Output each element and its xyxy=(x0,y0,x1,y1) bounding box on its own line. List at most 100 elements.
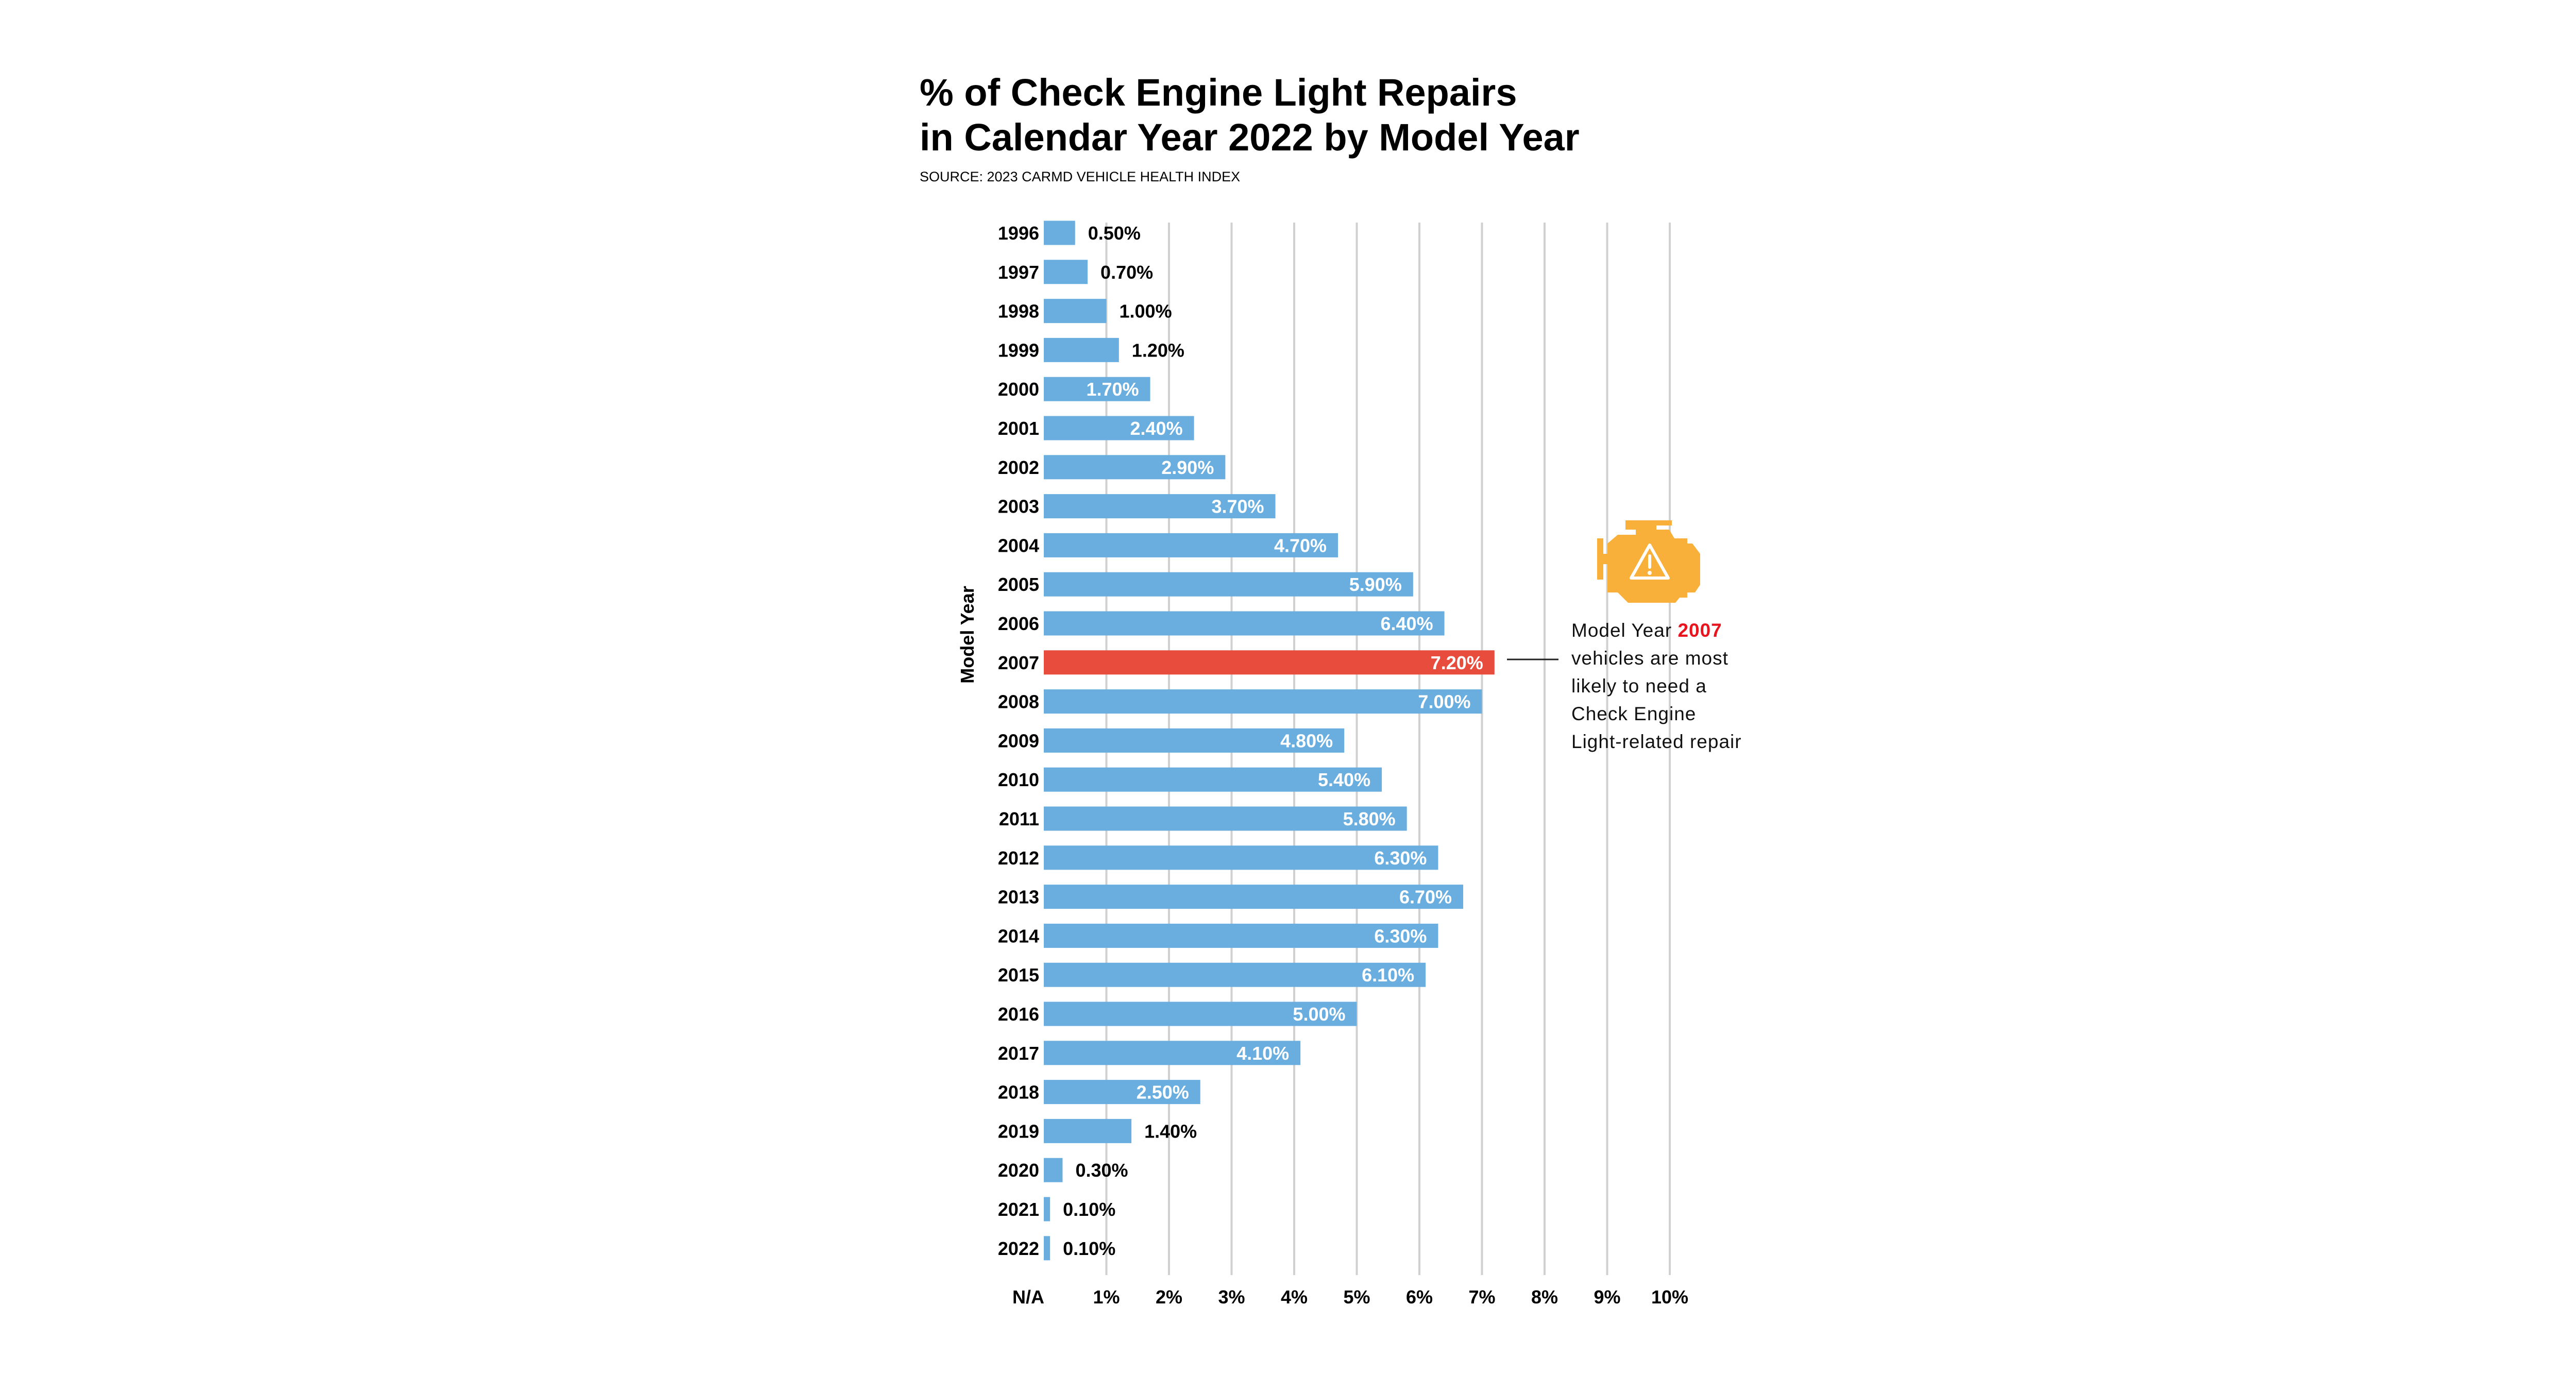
y-tick-label: 2004 xyxy=(998,535,1039,556)
y-tick-label: 1996 xyxy=(998,223,1039,244)
value-label: 1.40% xyxy=(1144,1121,1197,1142)
x-tick-label: 1% xyxy=(1093,1286,1120,1308)
bar-2019 xyxy=(1044,1118,1132,1143)
bar-2003 xyxy=(1044,494,1276,519)
y-tick-label: 1998 xyxy=(998,301,1039,322)
bar-2013 xyxy=(1044,885,1464,909)
bar-2018 xyxy=(1044,1080,1200,1105)
chart-title-line-2: in Calendar Year 2022 by Model Year xyxy=(920,116,1580,159)
x-tick-label: N/A xyxy=(1012,1286,1044,1308)
chart-title-line-1: % of Check Engine Light Repairs xyxy=(920,71,1517,114)
bar-2012 xyxy=(1044,845,1438,870)
chart-source: SOURCE: 2023 CARMD VEHICLE HEALTH INDEX xyxy=(920,169,1240,184)
bar-2005 xyxy=(1044,572,1413,597)
x-tick-label: 3% xyxy=(1218,1286,1245,1308)
y-tick-label: 2013 xyxy=(998,887,1039,908)
y-tick-labels: 1996 1997 1998 1999 2000 2001 2002 2003 2004 2005… xyxy=(998,223,1039,1259)
bar-2016 xyxy=(1044,1002,1357,1026)
y-tick-label: 2020 xyxy=(998,1160,1039,1181)
value-label: 6.40% xyxy=(1381,613,1433,634)
value-label: 5.40% xyxy=(1318,769,1370,790)
y-tick-label: 2005 xyxy=(998,574,1039,595)
y-tick-label: 2010 xyxy=(998,769,1039,790)
y-tick-label: 2003 xyxy=(998,496,1039,517)
bar-2015 xyxy=(1044,962,1426,987)
bars xyxy=(1044,220,1495,1261)
value-label: 2.90% xyxy=(1161,457,1214,478)
check-engine-warning-icon xyxy=(1597,520,1700,603)
bar-1997 xyxy=(1044,260,1088,284)
bar-2007 xyxy=(1044,650,1495,675)
x-tick-label: 4% xyxy=(1281,1286,1308,1308)
value-label: 6.10% xyxy=(1362,964,1414,986)
value-label: 2.40% xyxy=(1130,418,1183,439)
value-label: 0.50% xyxy=(1088,223,1141,244)
x-tick-labels: N/A 1% 2% 3% 4% 5% 6% 7% 8% 9% 10% xyxy=(1012,1286,1688,1308)
value-label: 0.30% xyxy=(1075,1160,1128,1181)
y-tick-label: 2019 xyxy=(998,1121,1039,1142)
y-tick-label: 2012 xyxy=(998,847,1039,869)
annotation-line-4: Check Engine xyxy=(1571,703,1696,724)
x-tick-label: 5% xyxy=(1343,1286,1370,1308)
value-label: 0.10% xyxy=(1063,1199,1115,1220)
bar-2000 xyxy=(1044,377,1150,401)
bar-1998 xyxy=(1044,299,1107,324)
value-label: 5.80% xyxy=(1343,808,1396,829)
value-label: 5.90% xyxy=(1349,574,1402,595)
y-tick-label: 1999 xyxy=(998,340,1039,361)
bar-2020 xyxy=(1044,1158,1063,1182)
value-label: 4.70% xyxy=(1274,535,1327,556)
value-label: 7.00% xyxy=(1418,691,1470,713)
value-label: 0.10% xyxy=(1063,1238,1115,1259)
bar-2001 xyxy=(1044,416,1194,440)
y-tick-label: 2014 xyxy=(998,925,1039,946)
gridlines xyxy=(1105,223,1671,1275)
y-tick-label: 2015 xyxy=(998,964,1039,986)
bar-2011 xyxy=(1044,806,1407,831)
x-tick-label: 10% xyxy=(1651,1286,1688,1308)
y-tick-label: 2006 xyxy=(998,613,1039,634)
value-label: 1.20% xyxy=(1132,340,1184,361)
y-tick-label: 2016 xyxy=(998,1004,1039,1025)
y-tick-label: 2009 xyxy=(998,730,1039,751)
bar-2022 xyxy=(1044,1236,1050,1261)
bar-2021 xyxy=(1044,1197,1050,1222)
value-labels: 0.50% 0.70% 1.00% 1.20% 1.70% 2.40% 2.90% 3.70%… xyxy=(1063,223,1483,1259)
value-label: 3.70% xyxy=(1211,496,1264,517)
y-tick-label: 2018 xyxy=(998,1082,1039,1103)
bar-2009 xyxy=(1044,728,1345,753)
x-tick-label: 6% xyxy=(1406,1286,1433,1308)
annotation-line-3: likely to need a xyxy=(1571,675,1707,697)
y-tick-label: 2002 xyxy=(998,457,1039,478)
x-tick-label: 9% xyxy=(1594,1286,1620,1308)
value-label: 1.70% xyxy=(1086,379,1139,400)
value-label: 6.30% xyxy=(1374,847,1427,869)
value-label: 4.10% xyxy=(1236,1043,1289,1064)
x-tick-label: 7% xyxy=(1468,1286,1495,1308)
y-tick-label: 2000 xyxy=(998,379,1039,400)
value-label: 6.30% xyxy=(1374,925,1427,946)
bar-2006 xyxy=(1044,611,1445,636)
x-tick-label: 8% xyxy=(1531,1286,1558,1308)
value-label: 2.50% xyxy=(1137,1082,1189,1103)
y-axis-title: Model Year xyxy=(957,586,978,683)
annotation-highlight: 2007 xyxy=(1677,620,1722,641)
value-label: 7.20% xyxy=(1431,652,1483,673)
bar-2002 xyxy=(1044,455,1226,480)
bar-1996 xyxy=(1044,220,1075,245)
y-tick-label: 2021 xyxy=(998,1199,1039,1220)
value-label: 4.80% xyxy=(1280,730,1333,751)
bar-2014 xyxy=(1044,923,1438,948)
x-tick-label: 2% xyxy=(1156,1286,1182,1308)
y-tick-label: 2017 xyxy=(998,1043,1039,1064)
bar-2004 xyxy=(1044,533,1338,557)
annotation-line-5: Light-related repair xyxy=(1571,731,1742,752)
annotation-lead: Model Year xyxy=(1571,620,1677,641)
annotation-line-2: vehicles are most xyxy=(1571,648,1728,669)
value-label: 5.00% xyxy=(1293,1004,1345,1025)
y-tick-label: 2001 xyxy=(998,418,1039,439)
value-label: 1.00% xyxy=(1120,301,1172,322)
y-tick-label: 2011 xyxy=(999,808,1039,829)
bar-2008 xyxy=(1044,689,1482,714)
